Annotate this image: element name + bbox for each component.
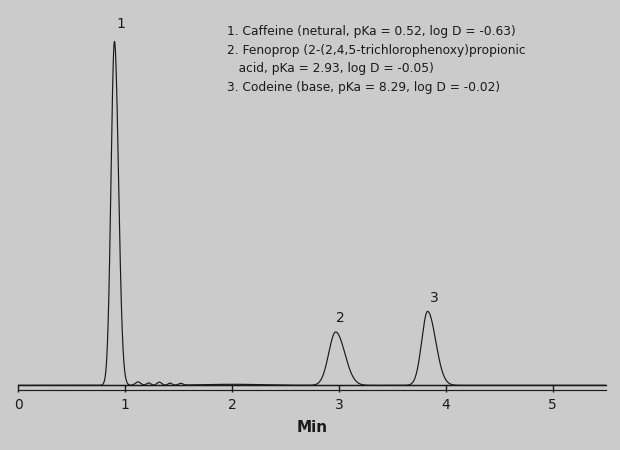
Text: 1. Caffeine (netural, pKa = 0.52, log D = -0.63)
2. Fenoprop (2-(2,4,5-trichloro: 1. Caffeine (netural, pKa = 0.52, log D … <box>227 25 526 94</box>
X-axis label: Min: Min <box>296 420 328 435</box>
Text: 2: 2 <box>336 311 345 325</box>
Text: 3: 3 <box>430 291 438 305</box>
Text: 1: 1 <box>117 17 125 31</box>
